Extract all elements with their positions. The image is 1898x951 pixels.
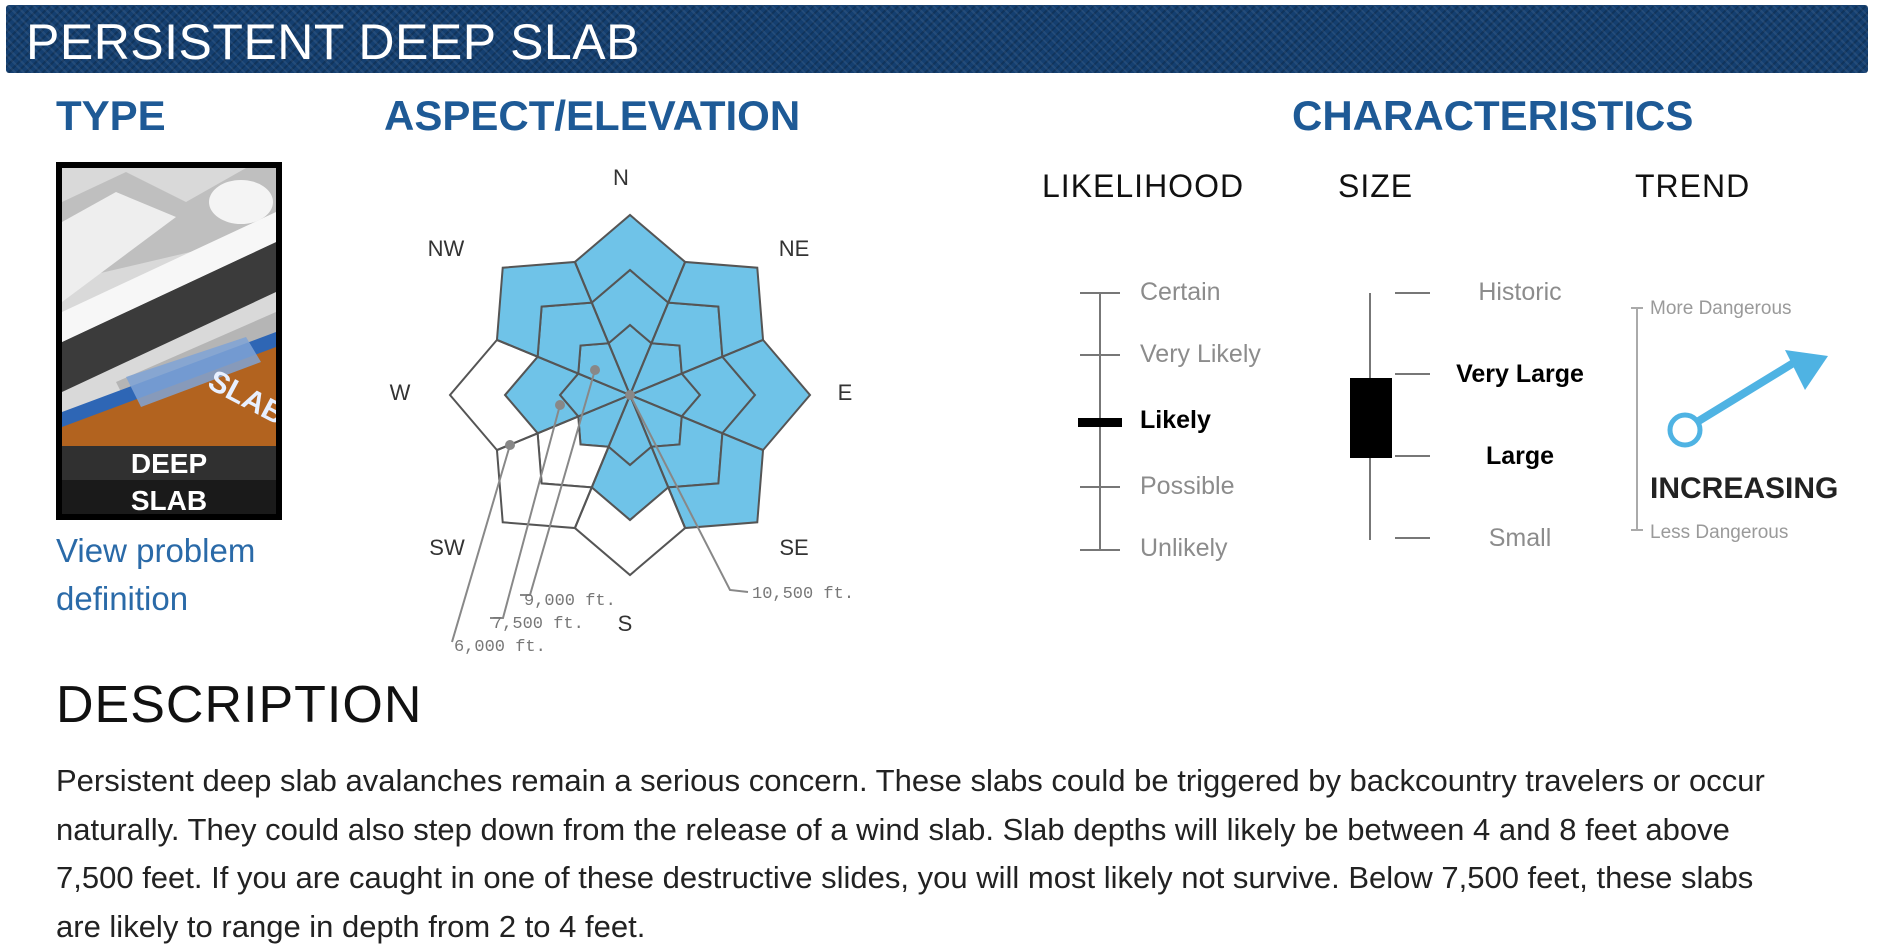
elevation-leader-dot	[555, 400, 565, 410]
size-label: SIZE	[1338, 168, 1413, 205]
dir-sw: SW	[429, 535, 465, 560]
trend-arrow-shaft	[1697, 362, 1795, 422]
likelihood-unlikely: Unlikely	[1140, 534, 1228, 563]
likelihood-likely: Likely	[1140, 406, 1211, 435]
link-line-1[interactable]: View problem	[56, 532, 255, 569]
problem-header-bar: PERSISTENT DEEP SLAB	[6, 5, 1868, 73]
aspect-elevation-heading: ASPECT/ELEVATION	[384, 92, 800, 140]
trend-label: TREND	[1635, 168, 1750, 205]
dir-e: E	[838, 380, 853, 405]
likelihood-size-scales	[1060, 270, 1430, 580]
elevation-leader-dot	[590, 365, 600, 375]
elev-6000: 6,000 ft.	[454, 638, 546, 657]
dir-n: N	[613, 165, 629, 190]
likelihood-possible: Possible	[1140, 472, 1235, 501]
elev-10500: 10,500 ft.	[752, 585, 854, 604]
dir-s: S	[618, 611, 633, 636]
type-heading: TYPE	[56, 92, 166, 140]
description-line-1: Persistent deep slab avalanches remain a…	[56, 757, 1886, 806]
trend-arrow-head	[1785, 350, 1828, 390]
icon-slab-label-text: SLAB	[131, 485, 207, 516]
trend-more-dangerous: More Dangerous	[1650, 298, 1792, 320]
size-very-large: Very Large	[1420, 360, 1620, 389]
elevation-leader-dot	[625, 390, 635, 400]
elev-9000: 9,000 ft.	[524, 592, 616, 611]
size-large: Large	[1420, 442, 1620, 471]
trend-value: INCREASING	[1650, 472, 1838, 506]
description-heading: DESCRIPTION	[56, 675, 422, 735]
description-line-3: 7,500 feet. If you are caught in one of …	[56, 854, 1886, 903]
description-line-4: are likely to range in depth from 2 to 4…	[56, 903, 1886, 951]
size-small: Small	[1420, 524, 1620, 553]
view-problem-definition-link-2[interactable]: definition	[56, 580, 188, 618]
elev-7500: 7,500 ft.	[492, 615, 584, 634]
trend-less-dangerous: Less Dangerous	[1650, 522, 1788, 544]
dir-nw: NW	[428, 236, 465, 261]
trend-arrow-origin	[1670, 415, 1700, 445]
description-line-2: naturally. They could also step down fro…	[56, 806, 1886, 855]
link-line-2[interactable]: definition	[56, 580, 188, 617]
deep-slab-problem-icon: SLAB DEEP SLAB	[56, 162, 282, 520]
likelihood-label: LIKELIHOOD	[1042, 168, 1244, 205]
characteristics-heading: CHARACTERISTICS	[1292, 92, 1693, 140]
size-range-marker	[1350, 378, 1392, 458]
likelihood-very-likely: Very Likely	[1140, 340, 1261, 369]
dir-ne: NE	[779, 236, 810, 261]
aspect-elevation-rose: N NE E SE S SW W NW 10,500 ft. 9,000 ft.…	[380, 155, 890, 665]
elevation-leader-dot	[505, 440, 515, 450]
dir-w: W	[390, 380, 411, 405]
dir-se: SE	[779, 535, 808, 560]
icon-deep-text: DEEP	[131, 448, 207, 479]
likelihood-certain: Certain	[1140, 278, 1221, 307]
problem-title: PERSISTENT DEEP SLAB	[26, 13, 640, 71]
trend-graphic	[1625, 290, 1845, 550]
likelihood-marker	[1078, 418, 1122, 427]
size-historic: Historic	[1420, 278, 1620, 307]
view-problem-definition-link[interactable]: View problem	[56, 532, 255, 570]
description-text: Persistent deep slab avalanches remain a…	[56, 757, 1886, 951]
